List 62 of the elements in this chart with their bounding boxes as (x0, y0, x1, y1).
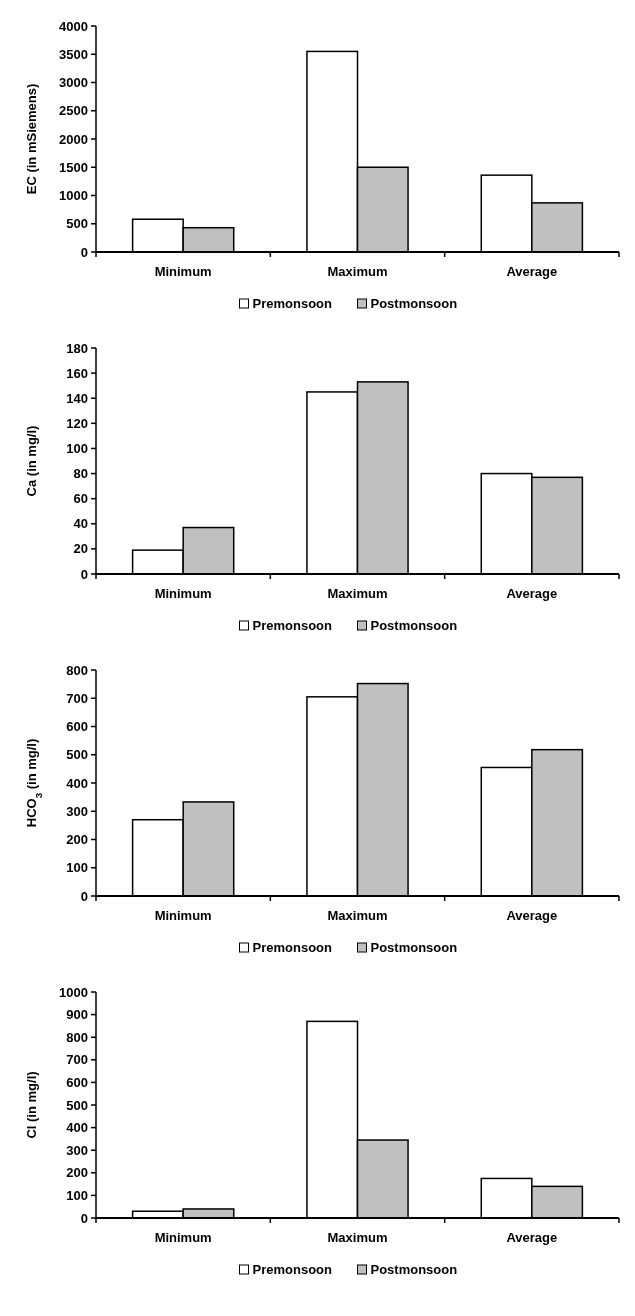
y-tick-label: 800 (66, 662, 88, 678)
y-tick-label: 400 (66, 775, 88, 791)
y-tick-label: 1500 (59, 159, 88, 175)
y-tick-label: 100 (66, 1187, 88, 1203)
y-tick-label: 180 (66, 340, 88, 356)
legend-label: Postmonsoon (370, 618, 458, 633)
y-tick-label: 800 (66, 1029, 88, 1045)
y-tick-label: 700 (66, 1052, 88, 1068)
x-tick-label: Minimum (154, 908, 212, 923)
y-tick-label: 1000 (59, 984, 88, 1000)
y-tick-label: 600 (66, 719, 88, 735)
y-tick-label: 200 (66, 832, 88, 848)
x-tick-label: Minimum (154, 1230, 212, 1245)
y-tick-label: 3500 (59, 46, 88, 62)
y-tick-label: 200 (66, 1165, 88, 1181)
x-tick-label: Maximum (327, 908, 388, 923)
y-tick-label: 0 (80, 566, 88, 582)
y-tick-label: 160 (66, 365, 88, 381)
y-tick-label: 500 (66, 747, 88, 763)
y-axis-title: Cl (in mg/l) (24, 1071, 39, 1139)
x-tick-label: Minimum (154, 264, 212, 279)
legend-label: Premonsoon (252, 940, 333, 955)
y-axis-title: Ca (in mg/l) (24, 425, 39, 497)
legend-label: Postmonsoon (370, 1262, 458, 1277)
legend-label: Premonsoon (252, 296, 333, 311)
legend-label: Premonsoon (252, 618, 333, 633)
y-tick-label: 600 (66, 1074, 88, 1090)
y-tick-label: 700 (66, 690, 88, 706)
legend-label: Premonsoon (252, 1262, 333, 1277)
x-tick-label: Minimum (154, 586, 212, 601)
y-tick-label: 140 (66, 390, 88, 406)
y-tick-label: 0 (80, 1210, 88, 1226)
y-tick-label: 20 (73, 541, 88, 557)
y-tick-label: 80 (73, 466, 88, 482)
y-tick-label: 300 (66, 1142, 88, 1158)
y-axis-title: EC (in mSiemens) (24, 83, 39, 195)
legend-label: Postmonsoon (370, 940, 458, 955)
x-tick-label: Maximum (327, 1230, 388, 1245)
y-tick-label: 0 (80, 888, 88, 904)
y-tick-label: 400 (66, 1120, 88, 1136)
y-tick-label: 40 (73, 516, 88, 532)
y-tick-label: 300 (66, 803, 88, 819)
y-tick-label: 1000 (59, 188, 88, 204)
x-tick-label: Average (506, 908, 558, 923)
y-tick-label: 60 (73, 491, 88, 507)
y-tick-label: 2000 (59, 131, 88, 147)
y-tick-label: 500 (66, 216, 88, 232)
y-tick-label: 100 (66, 440, 88, 456)
y-tick-label: 4000 (59, 18, 88, 34)
x-tick-label: Maximum (327, 586, 388, 601)
y-tick-label: 3000 (59, 75, 88, 91)
y-tick-label: 0 (80, 244, 88, 260)
y-tick-label: 120 (66, 415, 88, 431)
y-tick-label: 2500 (59, 103, 88, 119)
x-tick-label: Maximum (327, 264, 388, 279)
y-tick-label: 500 (66, 1097, 88, 1113)
x-tick-label: Average (506, 1230, 558, 1245)
y-tick-label: 100 (66, 860, 88, 876)
x-tick-label: Average (506, 586, 558, 601)
legend-label: Postmonsoon (370, 296, 458, 311)
y-tick-label: 900 (66, 1007, 88, 1023)
x-tick-label: Average (506, 264, 558, 279)
